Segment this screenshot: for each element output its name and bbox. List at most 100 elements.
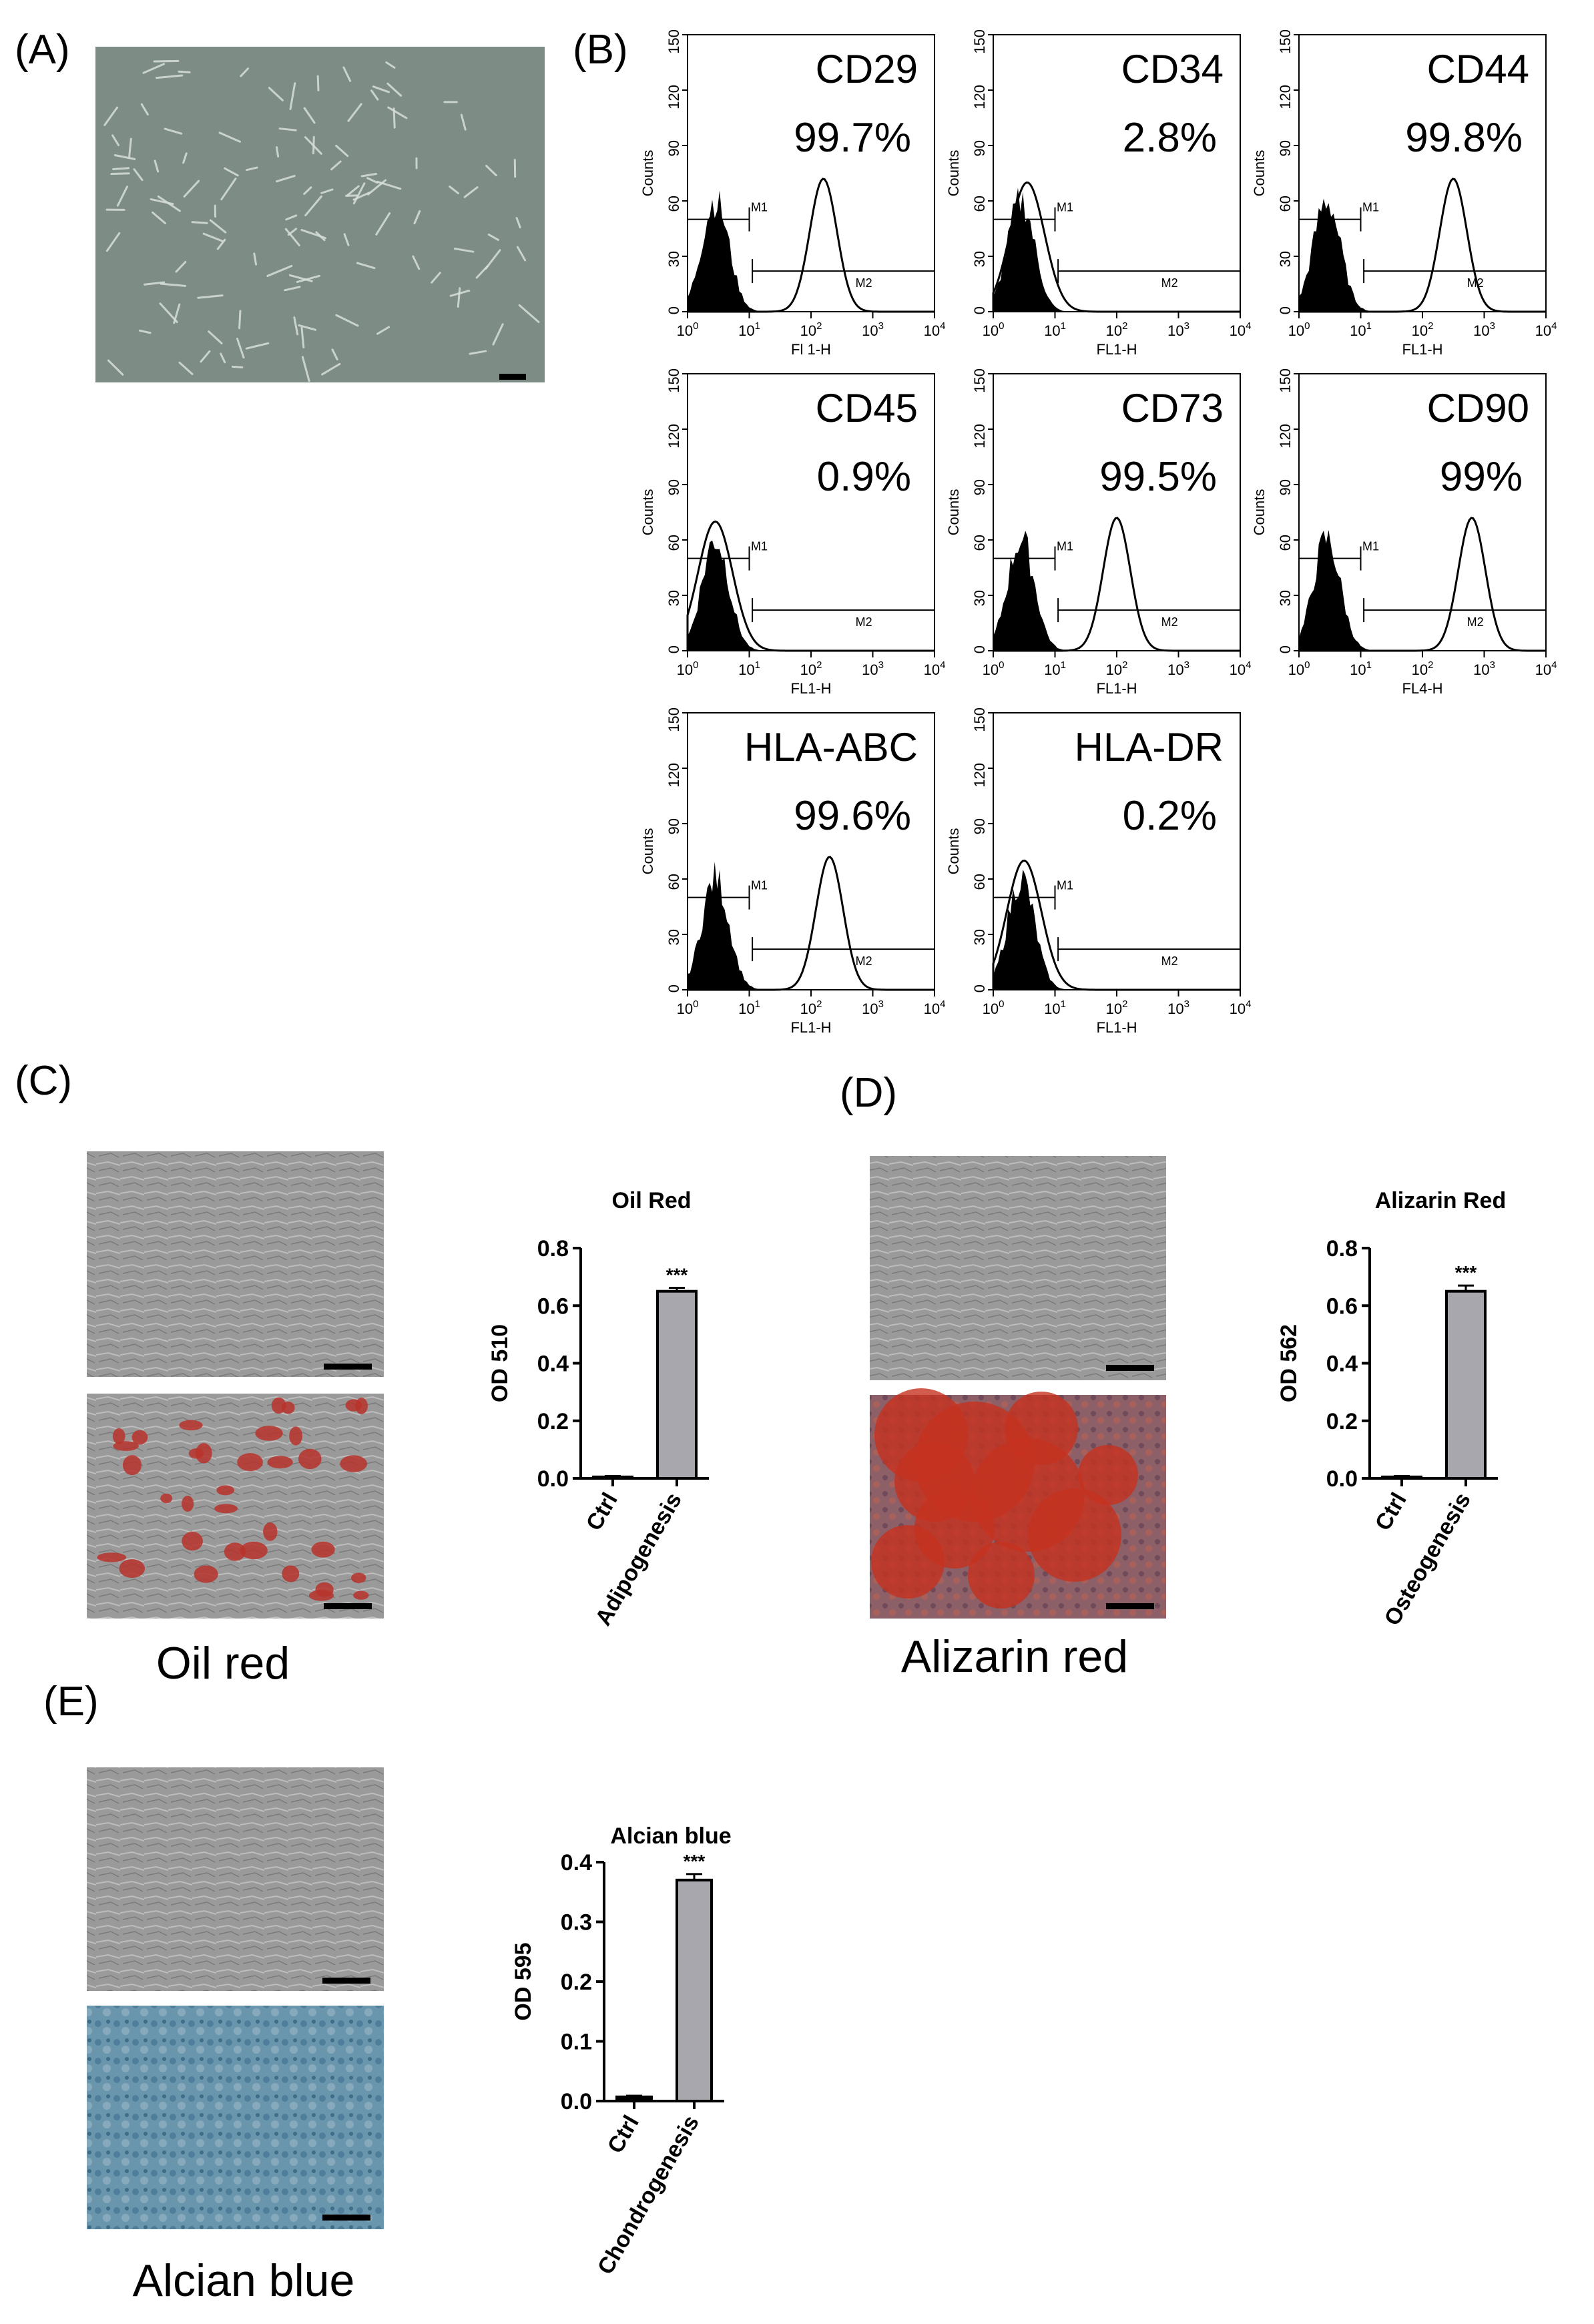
bar (615, 2095, 653, 2103)
cell (372, 85, 390, 93)
cell (457, 287, 461, 308)
x-tick-label: Ctrl (1370, 1488, 1412, 1535)
bar (676, 1878, 713, 2103)
x-axis-label: FL1-H (1096, 1019, 1137, 1036)
cell (236, 338, 245, 359)
y-axis-label: OD 510 (487, 1324, 513, 1402)
significance-marker: *** (666, 1265, 688, 1285)
lipid-droplet (315, 1582, 334, 1597)
cell (245, 166, 258, 172)
x-tick-label: 102 (1106, 998, 1128, 1017)
x-axis-label: FL4-H (1402, 680, 1442, 697)
mineral-deposit (894, 1442, 975, 1522)
cell (128, 137, 132, 158)
marker-name: CD45 (816, 386, 918, 430)
cell (303, 186, 312, 196)
x-tick-label: 102 (800, 998, 822, 1017)
cell (220, 178, 237, 201)
y-axis-label: Counts (1251, 150, 1268, 197)
y-tick-label: 30 (971, 929, 988, 945)
cell (173, 303, 181, 324)
flow-histogram: 0 30 60 90 120 150 Counts 100 101 102 103 104 FL1-H M… (1251, 29, 1557, 358)
lipid-droplet (194, 1565, 218, 1583)
marker-histogram (992, 181, 1240, 313)
y-tick-label: 90 (971, 479, 988, 495)
cell (385, 61, 396, 69)
gate-m2-label: M2 (1161, 276, 1178, 290)
x-tick-label: 103 (1167, 659, 1189, 678)
lipid-droplet (311, 1541, 335, 1558)
cell (320, 188, 334, 194)
x-tick-label: 100 (983, 659, 1005, 678)
y-tick-label: 0.0 (537, 1466, 569, 1492)
lipid-droplet (179, 1420, 203, 1431)
y-tick-label: 60 (666, 874, 682, 890)
cell (370, 89, 379, 101)
cell (303, 107, 316, 124)
x-tick-label: 101 (738, 998, 760, 1017)
cell (209, 219, 227, 234)
cell (175, 260, 187, 273)
x-tick-label: 102 (1412, 659, 1434, 678)
panel-label-d: (D) (840, 1070, 897, 1116)
gate-m1-label: M1 (751, 879, 768, 892)
lipid-droplet (182, 1495, 194, 1512)
panel-label-a: (A) (15, 27, 70, 73)
isotype-control-histogram (688, 861, 774, 990)
mineral-deposit (1078, 1445, 1138, 1505)
y-tick-label: 0.6 (1326, 1293, 1358, 1319)
x-tick-label: 103 (1473, 320, 1495, 339)
x-tick-label: 100 (1288, 320, 1310, 339)
cell (142, 63, 166, 74)
caption-alizarin-red: Alizarin red (901, 1631, 1128, 1682)
marker-name: CD44 (1427, 47, 1529, 91)
gate-m1-label: M1 (751, 540, 768, 553)
y-tick-label: 0.2 (561, 1970, 592, 1995)
cell (366, 177, 378, 184)
y-tick-label: 90 (666, 140, 682, 156)
lipid-droplet (224, 1542, 246, 1561)
x-tick-label: Ctrl (581, 1488, 623, 1535)
cell (202, 232, 224, 242)
cell (144, 281, 166, 286)
y-tick-label: 60 (971, 874, 988, 890)
marker-histogram (688, 856, 935, 991)
lipid-droplet (188, 1448, 204, 1459)
cell (412, 255, 421, 270)
caption-alcian-blue: Alcian blue (133, 2255, 355, 2306)
x-axis-label: FL1-H (790, 680, 831, 697)
y-axis-label: Counts (639, 489, 656, 536)
mineral-deposit (871, 1525, 945, 1599)
scale-bar (322, 2215, 370, 2221)
y-tick-label: 0 (666, 984, 682, 992)
cell (293, 316, 299, 336)
x-axis-label: FL1-H (1096, 680, 1137, 697)
x-tick-label: 103 (862, 320, 884, 339)
y-tick-label: 120 (666, 85, 682, 109)
y-tick-label: 0.2 (537, 1409, 569, 1434)
oil-red-droplets (97, 1397, 369, 1601)
lipid-droplet (113, 1441, 139, 1451)
oil-red-images (87, 1151, 384, 1619)
cell (160, 282, 186, 287)
x-tick-label: 103 (1473, 659, 1495, 678)
micrograph-msc-cells (103, 59, 540, 382)
flow-histogram: 0 30 60 90 120 150 Counts 100 101 102 103 104 FL1-H M… (945, 368, 1251, 697)
bar (1381, 1475, 1422, 1480)
cell (475, 265, 489, 279)
gate-m2-label: M2 (856, 954, 872, 968)
y-tick-label: 0.2 (1326, 1409, 1358, 1434)
x-tick-label: 104 (1230, 659, 1252, 678)
cell (182, 152, 188, 164)
cell (300, 326, 305, 348)
scale-bar (322, 1978, 370, 1984)
mineral-deposit (1005, 1392, 1078, 1465)
y-tick-label: 120 (666, 424, 682, 449)
cell (140, 103, 149, 115)
lipid-droplet (289, 1426, 302, 1446)
flow-histogram: 0 30 60 90 120 150 Counts 100 101 102 103 104 FL4-H M… (1251, 368, 1557, 697)
cell (360, 172, 378, 178)
cell (463, 186, 479, 198)
y-tick-label: 150 (666, 368, 682, 393)
